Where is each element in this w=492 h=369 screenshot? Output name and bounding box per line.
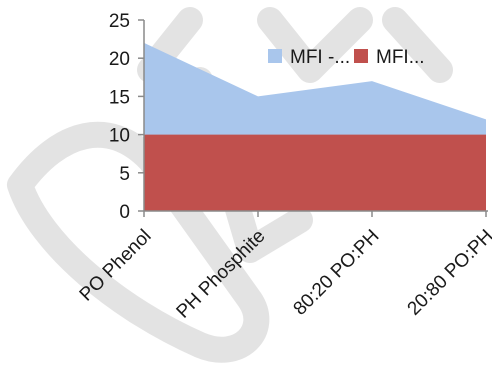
legend-item-2-label: MFI... bbox=[376, 47, 425, 68]
x-tick-label: 80:20 PO:PH bbox=[290, 226, 384, 320]
x-tick-label: 20:80 PO:PH bbox=[404, 226, 492, 320]
legend: MFI -... MFI... bbox=[268, 47, 425, 68]
plot-area bbox=[144, 42, 486, 211]
legend-item-1-swatch bbox=[268, 49, 282, 63]
y-tick-label: 0 bbox=[119, 202, 130, 223]
y-tick-label: 25 bbox=[109, 11, 130, 32]
y-tick-label: 5 bbox=[119, 164, 130, 185]
y-tick-label: 20 bbox=[109, 49, 130, 70]
legend-item-1-label: MFI -... bbox=[290, 47, 350, 68]
y-tick-label: 15 bbox=[109, 87, 130, 108]
series-2-area bbox=[144, 134, 486, 211]
legend-item-2-swatch bbox=[354, 49, 368, 63]
y-tick-label: 10 bbox=[109, 126, 130, 147]
